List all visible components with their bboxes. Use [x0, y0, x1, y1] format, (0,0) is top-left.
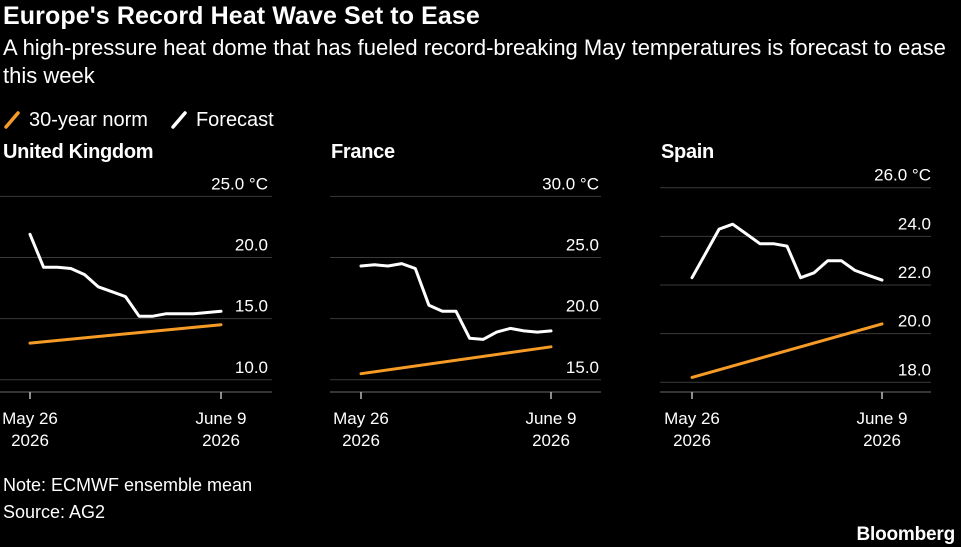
y-tick-label: 30.0 °C — [542, 174, 599, 193]
series-line-forecast — [690, 222, 884, 282]
x-tick-label-last: June 9 — [856, 409, 907, 428]
legend-swatch-norm-icon — [4, 111, 20, 129]
legend-swatch-forecast-icon — [171, 111, 187, 129]
y-tick-label: 10.0 — [235, 358, 268, 377]
panel-title-uk: United Kingdom — [3, 141, 154, 163]
bloomberg-logo: Bloomberg — [856, 524, 956, 545]
y-tick-label: 22.0 — [898, 263, 931, 282]
x-tick-label-first: May 26 — [2, 409, 58, 428]
legend-label-forecast: Forecast — [195, 108, 274, 131]
series-line-norm — [690, 322, 884, 379]
y-tick-label: 20.0 — [898, 312, 931, 331]
y-tick-label: 15.0 — [235, 297, 268, 316]
chart-subtitle: A high-pressure heat dome that has fuele… — [3, 35, 946, 88]
chart-title: Europe's Record Heat Wave Set to Ease — [3, 2, 480, 30]
y-tick-label: 18.0 — [898, 360, 931, 379]
legend: 30-year norm Forecast — [3, 108, 296, 132]
y-tick-label: 25.0 — [566, 235, 599, 254]
source-line: Source: AG2 — [3, 502, 106, 522]
panel-title-spain: Spain — [661, 141, 714, 163]
legend-item-norm: 30-year norm — [3, 109, 148, 132]
legend-item-forecast: Forecast — [170, 109, 274, 132]
y-tick-label: 26.0 °C — [874, 166, 931, 185]
series-line-norm — [28, 323, 223, 345]
x-tick-label-last: 2026 — [532, 431, 570, 450]
x-tick-label-first: 2026 — [342, 431, 380, 450]
x-tick-label-first: May 26 — [333, 409, 389, 428]
y-tick-label: 20.0 — [235, 235, 268, 254]
x-tick-label-last: June 9 — [195, 409, 246, 428]
y-tick-label: 15.0 — [566, 358, 599, 377]
x-tick-label-last: 2026 — [202, 431, 240, 450]
series-line-forecast — [359, 262, 553, 341]
legend-swatch-forecast-stroke — [171, 111, 187, 129]
series-line-forecast — [28, 232, 223, 318]
legend-swatch-norm-stroke — [4, 111, 20, 129]
footnote: Note: ECMWF ensemble mean — [3, 475, 253, 495]
panel-title-france: France — [331, 141, 395, 163]
legend-label-norm: 30-year norm — [29, 108, 148, 131]
x-tick-label-last: 2026 — [863, 431, 901, 450]
x-tick-label-first: May 26 — [664, 409, 720, 428]
series-line-norm — [359, 345, 553, 376]
x-tick-label-last: June 9 — [525, 409, 576, 428]
x-tick-label-first: 2026 — [673, 431, 711, 450]
x-tick-label-first: 2026 — [11, 431, 49, 450]
y-tick-label: 24.0 — [898, 214, 931, 233]
y-tick-label: 20.0 — [566, 297, 599, 316]
y-tick-label: 25.0 °C — [211, 174, 268, 193]
